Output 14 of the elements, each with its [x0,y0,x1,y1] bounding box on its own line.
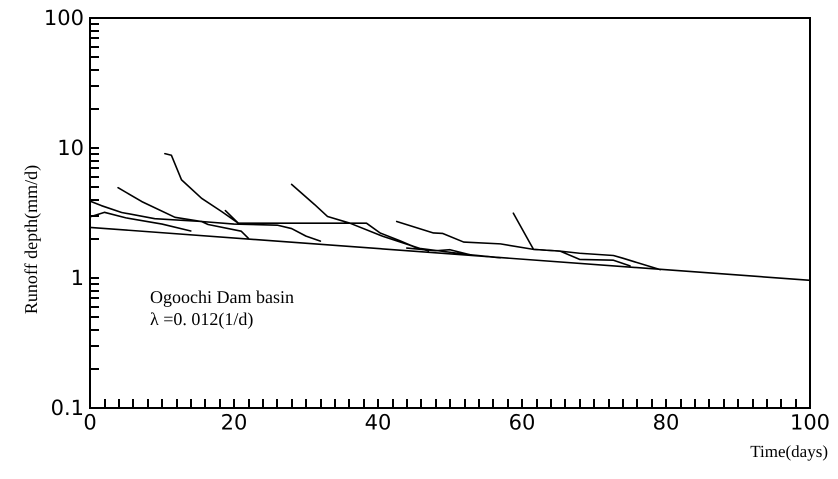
y-tick-label: 0.1 [50,396,84,420]
x-axis-title: Time(days) [750,442,828,461]
annotation: λ =0. 012(1/d) [150,309,254,329]
x-tick-label: 100 [790,410,830,434]
y-axis-title: Runoff depth(mm/d) [21,164,41,314]
annotation: Ogoochi Dam basin [150,287,294,307]
x-tick-label: 40 [364,410,392,434]
x-tick-label: 60 [508,410,536,434]
x-tick-label: 20 [220,410,248,434]
x-tick-label: 80 [652,410,680,434]
x-tick-label: 0 [83,410,97,434]
y-tick-label: 1 [70,266,84,290]
y-tick-label: 10 [57,136,84,160]
y-tick-label: 100 [44,6,84,30]
